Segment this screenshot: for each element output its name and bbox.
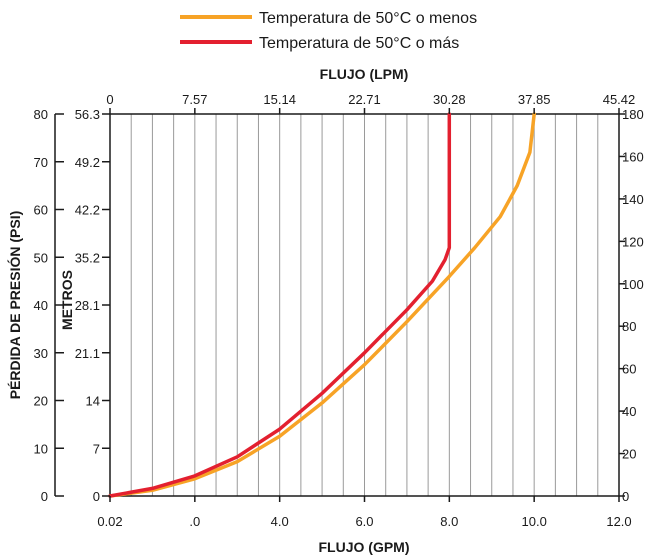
- right-tick-label-7: 140: [622, 192, 644, 207]
- legend: Temperatura de 50°C o menos Temperatura …: [180, 10, 477, 52]
- x-bottom-axis-title: FLUJO (GPM): [319, 539, 410, 555]
- grid: [130, 114, 599, 496]
- y-left-axis-title: PÉRDIDA DE PRESIÓN (PSI): [6, 211, 23, 400]
- x2-tick-label-0: 0: [106, 92, 113, 107]
- x-tick-label-5: 10.0: [522, 514, 547, 529]
- right-tick-label-1: 20: [622, 447, 636, 462]
- y-tick-label-3: 30: [34, 346, 48, 361]
- y-tick-label-8: 80: [34, 107, 48, 122]
- right-tick-label-6: 120: [622, 234, 644, 249]
- right-tick-label-3: 60: [622, 362, 636, 377]
- right-tick-label-0: 0: [622, 489, 629, 504]
- x2-tick-label-5: 37.85: [518, 92, 551, 107]
- meters-tick-label-2: 14: [86, 394, 100, 409]
- right-tick-label-5: 100: [622, 277, 644, 292]
- right-tick-label-8: 160: [622, 149, 644, 164]
- ticks-layer: 0.02 .0 4.0 6.0 8.0 10.0 12.0 0 7.57 15.14 22.71 30…: [34, 92, 644, 529]
- legend-label-above-50: Temperatura de 50°C o más: [259, 35, 459, 52]
- x-tick-label-6: 12.0: [606, 514, 631, 529]
- y-tick-label-1: 10: [34, 441, 48, 456]
- x-tick-label-3: 6.0: [355, 514, 373, 529]
- series-layer: [108, 112, 536, 498]
- meters-tick-label-0: 0: [93, 489, 100, 504]
- y-tick-label-6: 60: [34, 203, 48, 218]
- x2-tick-label-1: 7.57: [182, 92, 207, 107]
- series-line-1: [108, 112, 452, 498]
- meters-tick-label-6: 42.2: [75, 203, 100, 218]
- meters-tick-label-3: 21.1: [75, 346, 100, 361]
- y-tick-label-5: 50: [34, 250, 48, 265]
- x-tick-label-2: 4.0: [271, 514, 289, 529]
- right-tick-label-9: 180: [622, 107, 644, 122]
- series-line-0: [108, 112, 536, 498]
- y-tick-label-2: 20: [34, 394, 48, 409]
- x2-tick-label-2: 15.14: [263, 92, 296, 107]
- meters-tick-label-5: 35.2: [75, 250, 100, 265]
- x2-tick-label-4: 30.28: [433, 92, 466, 107]
- x2-tick-label-3: 22.71: [348, 92, 381, 107]
- meters-tick-label-4: 28.1: [75, 298, 100, 313]
- meters-tick-label-7: 49.2: [75, 155, 100, 170]
- y-tick-label-0: 0: [41, 489, 48, 504]
- y-meters-axis-title: METROS: [59, 270, 75, 330]
- legend-label-below-50: Temperatura de 50°C o menos: [259, 10, 477, 27]
- y-tick-label-7: 70: [34, 155, 48, 170]
- x-tick-label-0: 0.02: [97, 514, 122, 529]
- x2-tick-label-6: 45.42: [603, 92, 636, 107]
- right-tick-label-2: 40: [622, 404, 636, 419]
- meters-tick-label-8: 56.3: [75, 107, 100, 122]
- x-top-axis-title: FLUJO (LPM): [320, 66, 409, 82]
- x-tick-label-1: .0: [189, 514, 200, 529]
- meters-tick-label-1: 7: [93, 441, 100, 456]
- x-tick-label-4: 8.0: [440, 514, 458, 529]
- right-tick-label-4: 80: [622, 319, 636, 334]
- y-tick-label-4: 40: [34, 298, 48, 313]
